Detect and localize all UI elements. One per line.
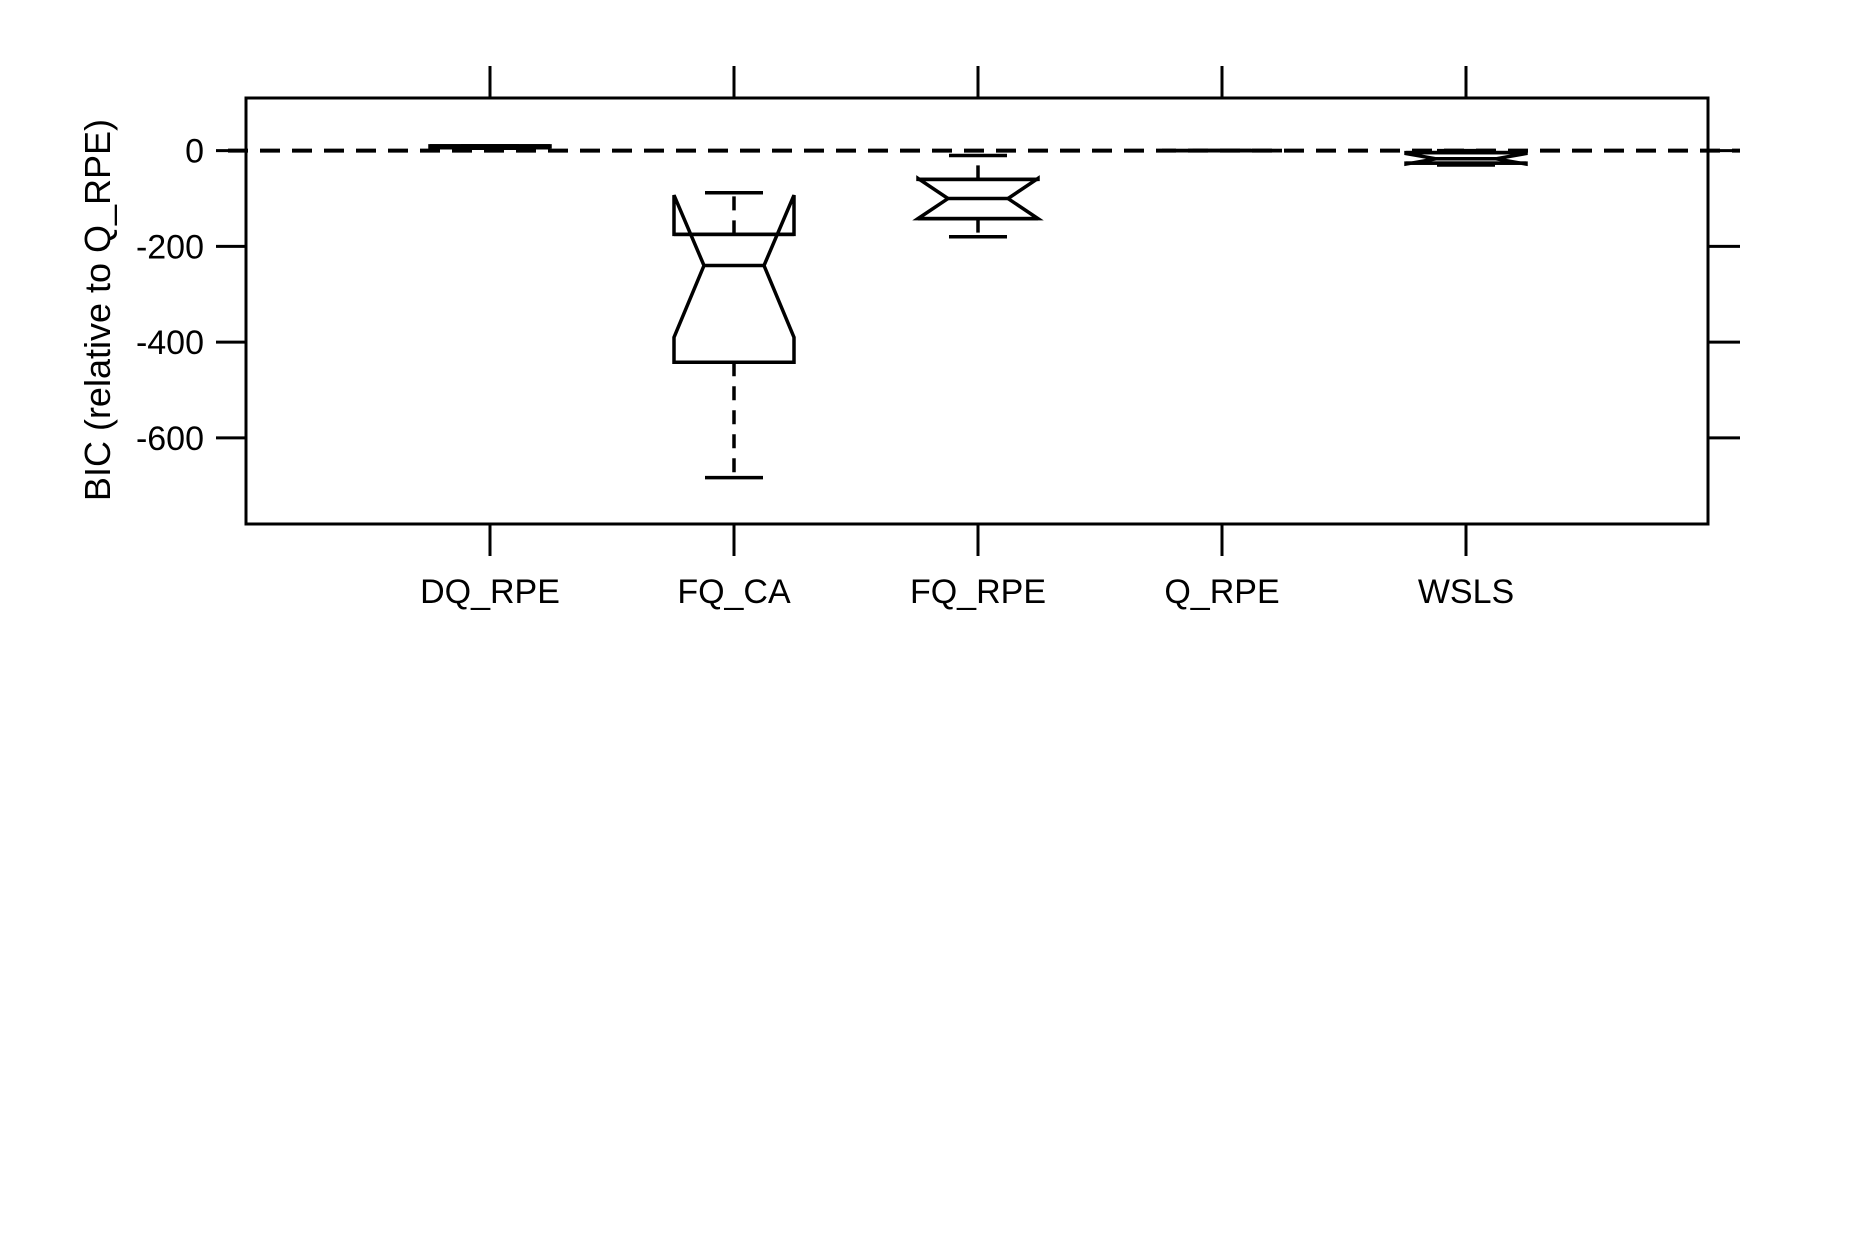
x-tick-label: FQ_RPE (910, 573, 1046, 611)
x-tick-label: Q_RPE (1164, 573, 1279, 611)
x-tick-label: WSLS (1418, 573, 1514, 611)
x-axis: DQ_RPE FQ_CA FQ_RPE Q_RPE WSLS (420, 66, 1514, 611)
y-axis-label: BIC (relative to Q_RPE) (77, 119, 118, 501)
y-tick-label: -600 (136, 420, 204, 458)
y-tick-label: 0 (185, 133, 204, 171)
box-fq-ca (672, 191, 796, 480)
box-wsls (1404, 148, 1528, 167)
y-tick-label: -400 (136, 324, 204, 362)
x-tick-label: DQ_RPE (420, 573, 560, 611)
y-tick-label: -200 (136, 228, 204, 266)
box-fq-rpe (912, 153, 1044, 239)
box-series (428, 144, 1528, 480)
box-body (672, 194, 796, 364)
box-dq-rpe (428, 144, 552, 151)
x-tick-label: FQ_CA (677, 573, 791, 611)
y-axis: 0 -200 -400 -600 (136, 133, 1740, 458)
